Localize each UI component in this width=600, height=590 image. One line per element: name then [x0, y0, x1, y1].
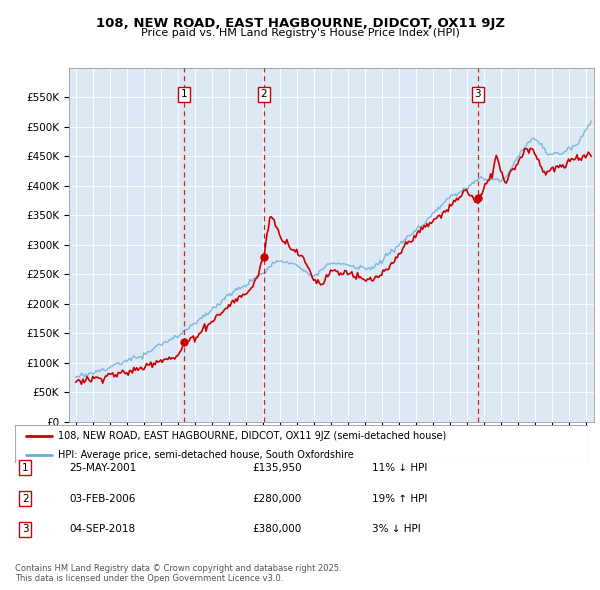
Text: 3% ↓ HPI: 3% ↓ HPI: [372, 525, 421, 534]
Text: 2: 2: [22, 494, 29, 503]
Text: 1: 1: [22, 463, 29, 473]
Text: £280,000: £280,000: [252, 494, 301, 503]
FancyBboxPatch shape: [15, 425, 588, 463]
Text: £135,950: £135,950: [252, 463, 302, 473]
Text: 3: 3: [22, 525, 29, 534]
Text: 11% ↓ HPI: 11% ↓ HPI: [372, 463, 427, 473]
Text: 03-FEB-2006: 03-FEB-2006: [69, 494, 136, 503]
Text: 19% ↑ HPI: 19% ↑ HPI: [372, 494, 427, 503]
Text: Contains HM Land Registry data © Crown copyright and database right 2025.
This d: Contains HM Land Registry data © Crown c…: [15, 563, 341, 583]
Text: £380,000: £380,000: [252, 525, 301, 534]
Text: 108, NEW ROAD, EAST HAGBOURNE, DIDCOT, OX11 9JZ (semi-detached house): 108, NEW ROAD, EAST HAGBOURNE, DIDCOT, O…: [58, 431, 446, 441]
Text: 108, NEW ROAD, EAST HAGBOURNE, DIDCOT, OX11 9JZ: 108, NEW ROAD, EAST HAGBOURNE, DIDCOT, O…: [95, 17, 505, 30]
Text: 25-MAY-2001: 25-MAY-2001: [69, 463, 136, 473]
Text: 3: 3: [475, 90, 481, 99]
Text: 2: 2: [261, 90, 268, 99]
Text: HPI: Average price, semi-detached house, South Oxfordshire: HPI: Average price, semi-detached house,…: [58, 450, 354, 460]
Text: Price paid vs. HM Land Registry's House Price Index (HPI): Price paid vs. HM Land Registry's House …: [140, 28, 460, 38]
Text: 04-SEP-2018: 04-SEP-2018: [69, 525, 135, 534]
Text: 1: 1: [181, 90, 188, 99]
